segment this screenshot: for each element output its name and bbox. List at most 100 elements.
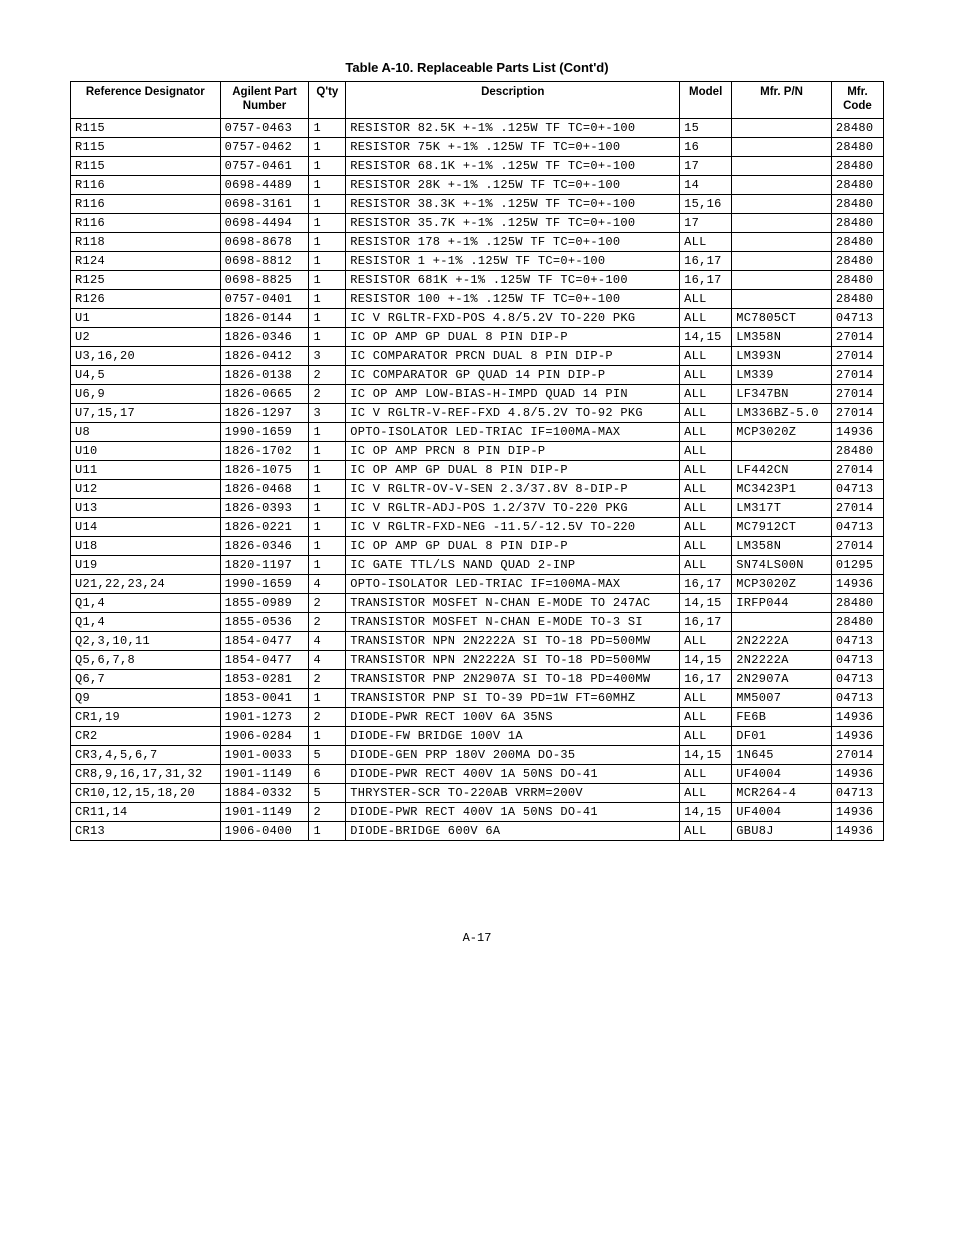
cell-part: 1826-0346	[220, 536, 309, 555]
cell-pn: DF01	[732, 726, 832, 745]
cell-qty: 1	[309, 498, 346, 517]
cell-model: ALL	[680, 232, 732, 251]
cell-model: 16,17	[680, 669, 732, 688]
cell-desc: TRANSISTOR NPN 2N2222A SI TO-18 PD=500MW	[346, 631, 680, 650]
cell-ref: CR2	[71, 726, 221, 745]
cell-model: ALL	[680, 460, 732, 479]
cell-pn	[732, 232, 832, 251]
cell-desc: RESISTOR 38.3K +-1% .125W TF TC=0+-100	[346, 194, 680, 213]
cell-desc: THRYSTER-SCR TO-220AB VRRM=200V	[346, 783, 680, 802]
cell-qty: 5	[309, 783, 346, 802]
cell-ref: Q2,3,10,11	[71, 631, 221, 650]
cell-ref: Q1,4	[71, 593, 221, 612]
cell-desc: DIODE-GEN PRP 180V 200MA DO-35	[346, 745, 680, 764]
cell-pn: MC7912CT	[732, 517, 832, 536]
cell-model: ALL	[680, 403, 732, 422]
table-row: R1160698-44891RESISTOR 28K +-1% .125W TF…	[71, 175, 884, 194]
cell-desc: RESISTOR 681K +-1% .125W TF TC=0+-100	[346, 270, 680, 289]
cell-ref: Q6,7	[71, 669, 221, 688]
table-row: R1180698-86781RESISTOR 178 +-1% .125W TF…	[71, 232, 884, 251]
col-part: Agilent Part Number	[220, 82, 309, 119]
col-pn: Mfr. P/N	[732, 82, 832, 119]
cell-pn	[732, 194, 832, 213]
cell-pn: LF347BN	[732, 384, 832, 403]
cell-part: 1854-0477	[220, 631, 309, 650]
cell-qty: 6	[309, 764, 346, 783]
cell-qty: 1	[309, 479, 346, 498]
table-row: R1160698-31611RESISTOR 38.3K +-1% .125W …	[71, 194, 884, 213]
cell-ref: CR8,9,16,17,31,32	[71, 764, 221, 783]
cell-qty: 1	[309, 308, 346, 327]
cell-desc: IC V RGLTR-OV-V-SEN 2.3/37.8V 8-DIP-P	[346, 479, 680, 498]
col-model: Model	[680, 82, 732, 119]
cell-model: ALL	[680, 821, 732, 840]
cell-code: 28480	[831, 251, 883, 270]
page-number: A-17	[70, 931, 884, 945]
cell-pn: LM336BZ-5.0	[732, 403, 832, 422]
cell-pn: MC3423P1	[732, 479, 832, 498]
table-row: U3,16,201826-04123IC COMPARATOR PRCN DUA…	[71, 346, 884, 365]
cell-ref: U11	[71, 460, 221, 479]
table-row: Q1,41855-09892TRANSISTOR MOSFET N-CHAN E…	[71, 593, 884, 612]
cell-ref: U2	[71, 327, 221, 346]
cell-pn: IRFP044	[732, 593, 832, 612]
cell-ref: U4,5	[71, 365, 221, 384]
cell-code: 28480	[831, 156, 883, 175]
cell-desc: IC COMPARATOR PRCN DUAL 8 PIN DIP-P	[346, 346, 680, 365]
cell-code: 28480	[831, 232, 883, 251]
table-row: Q91853-00411TRANSISTOR PNP SI TO-39 PD=1…	[71, 688, 884, 707]
table-row: U21,22,23,241990-16594OPTO-ISOLATOR LED-…	[71, 574, 884, 593]
cell-pn: SN74LS00N	[732, 555, 832, 574]
cell-code: 04713	[831, 479, 883, 498]
cell-ref: CR3,4,5,6,7	[71, 745, 221, 764]
cell-part: 1826-0393	[220, 498, 309, 517]
cell-desc: TRANSISTOR PNP 2N2907A SI TO-18 PD=400MW	[346, 669, 680, 688]
cell-model: ALL	[680, 783, 732, 802]
cell-part: 1826-1297	[220, 403, 309, 422]
cell-part: 0698-4494	[220, 213, 309, 232]
table-row: R1150757-04611RESISTOR 68.1K +-1% .125W …	[71, 156, 884, 175]
col-ref: Reference Designator	[71, 82, 221, 119]
table-row: R1150757-04631RESISTOR 82.5K +-1% .125W …	[71, 118, 884, 137]
cell-code: 28480	[831, 612, 883, 631]
cell-ref: CR11,14	[71, 802, 221, 821]
cell-qty: 2	[309, 669, 346, 688]
cell-qty: 1	[309, 327, 346, 346]
cell-code: 28480	[831, 137, 883, 156]
cell-ref: R124	[71, 251, 221, 270]
cell-ref: U1	[71, 308, 221, 327]
cell-qty: 1	[309, 232, 346, 251]
cell-pn: LM393N	[732, 346, 832, 365]
cell-qty: 2	[309, 365, 346, 384]
cell-pn: MCR264-4	[732, 783, 832, 802]
cell-qty: 2	[309, 384, 346, 403]
cell-code: 27014	[831, 498, 883, 517]
cell-part: 0698-8678	[220, 232, 309, 251]
cell-desc: IC OP AMP GP DUAL 8 PIN DIP-P	[346, 536, 680, 555]
cell-model: ALL	[680, 384, 732, 403]
cell-part: 1901-1149	[220, 764, 309, 783]
cell-desc: RESISTOR 68.1K +-1% .125W TF TC=0+-100	[346, 156, 680, 175]
cell-code: 28480	[831, 118, 883, 137]
table-row: U81990-16591OPTO-ISOLATOR LED-TRIAC IF=1…	[71, 422, 884, 441]
cell-ref: U18	[71, 536, 221, 555]
cell-part: 0757-0461	[220, 156, 309, 175]
table-row: U4,51826-01382IC COMPARATOR GP QUAD 14 P…	[71, 365, 884, 384]
table-row: U191820-11971IC GATE TTL/LS NAND QUAD 2-…	[71, 555, 884, 574]
cell-ref: U8	[71, 422, 221, 441]
cell-model: 16,17	[680, 270, 732, 289]
cell-model: ALL	[680, 631, 732, 650]
cell-qty: 4	[309, 650, 346, 669]
cell-pn: UF4004	[732, 764, 832, 783]
table-row: R1240698-88121RESISTOR 1 +-1% .125W TF T…	[71, 251, 884, 270]
cell-desc: OPTO-ISOLATOR LED-TRIAC IF=100MA-MAX	[346, 422, 680, 441]
cell-ref: U3,16,20	[71, 346, 221, 365]
cell-pn: LM358N	[732, 327, 832, 346]
cell-code: 14936	[831, 726, 883, 745]
cell-ref: R118	[71, 232, 221, 251]
cell-pn	[732, 441, 832, 460]
cell-code: 28480	[831, 270, 883, 289]
cell-code: 14936	[831, 574, 883, 593]
cell-qty: 1	[309, 251, 346, 270]
table-row: U131826-03931IC V RGLTR-ADJ-POS 1.2/37V …	[71, 498, 884, 517]
